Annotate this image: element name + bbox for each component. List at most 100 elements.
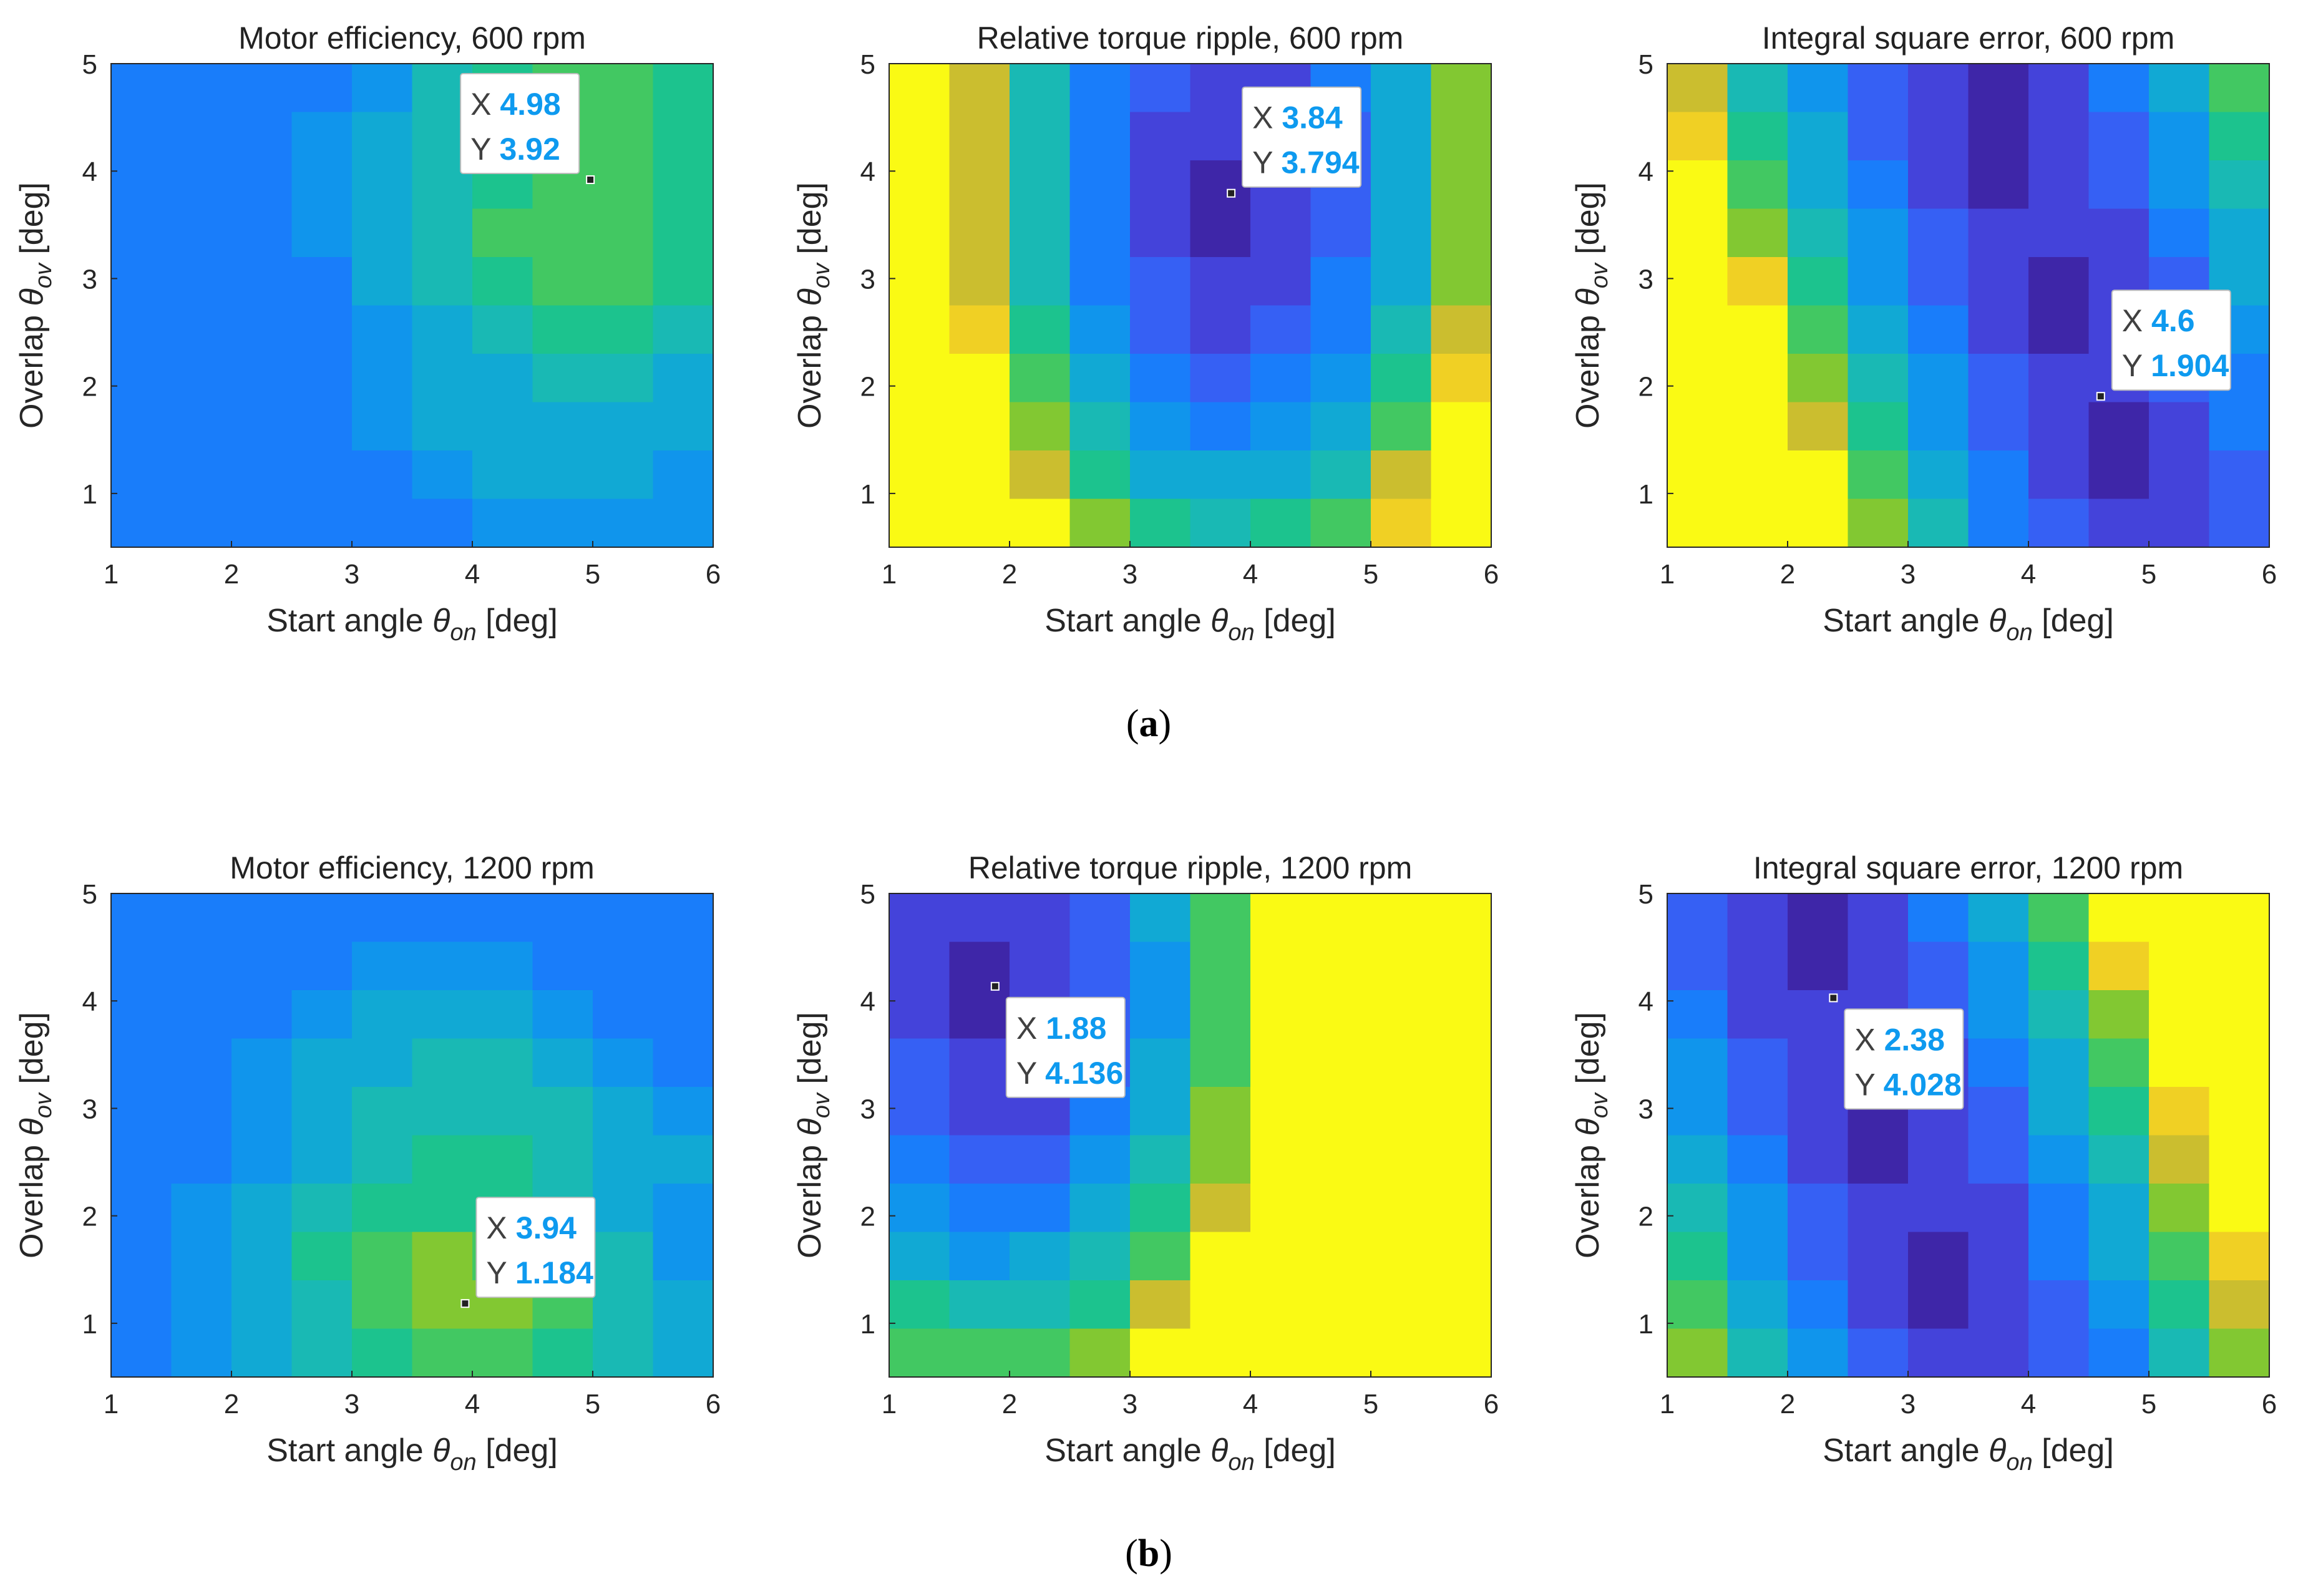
- datatip-y-row: Y 3.92: [470, 132, 560, 167]
- contour-cell: [1848, 1280, 1909, 1330]
- contour-cell: [1431, 402, 1491, 451]
- contour-cell: [593, 1280, 654, 1330]
- contour-cell: [1968, 942, 2029, 991]
- contour-cell: [532, 305, 593, 354]
- contour-cell: [1250, 1135, 1312, 1184]
- contour-cell: [889, 1232, 950, 1281]
- x-axis-label: Start angle θon [deg]: [266, 603, 558, 646]
- contour-cell: [2209, 1280, 2269, 1330]
- contour-cell: [1968, 64, 2029, 113]
- axes-box: [110, 893, 714, 1378]
- datatip-marker[interactable]: [460, 1299, 470, 1308]
- contour-cell: [653, 305, 713, 354]
- datatip[interactable]: X 4.98 Y 3.92: [460, 73, 580, 174]
- contour-cell: [949, 208, 1010, 258]
- datatip-marker[interactable]: [990, 981, 1000, 991]
- datatip[interactable]: X 3.94 Y 1.184: [475, 1197, 596, 1298]
- y-tick-label: 3: [82, 264, 97, 294]
- contour-cell: [653, 893, 713, 943]
- contour-cell: [1667, 893, 1728, 943]
- contour-cell: [1968, 402, 2029, 451]
- contour-cell: [1371, 1328, 1432, 1377]
- datatip[interactable]: X 1.88 Y 4.136: [1005, 996, 1126, 1098]
- contour-cell: [653, 990, 713, 1039]
- contour-cell: [1431, 208, 1491, 258]
- datatip-marker[interactable]: [1829, 993, 1838, 1003]
- contour-cell: [111, 1328, 172, 1377]
- y-tick-label: 1: [1638, 479, 1653, 510]
- contour-cell: [1431, 112, 1491, 161]
- contour-cell: [593, 402, 654, 451]
- contour-cell: [1848, 450, 1909, 500]
- contour-cell: [1190, 354, 1251, 403]
- contour-cell: [1788, 305, 1849, 354]
- contour-cell: [1190, 499, 1251, 547]
- contour-cell: [1788, 1184, 1849, 1233]
- datatip-marker[interactable]: [586, 175, 595, 184]
- contour-cell: [2028, 257, 2090, 306]
- contour-cell: [1431, 64, 1491, 113]
- x-tick-label: 6: [2262, 1389, 2277, 1419]
- contour-cell: [889, 257, 950, 306]
- y-axis-label: Overlap θov [deg]: [14, 1012, 57, 1258]
- contour-cell: [593, 160, 654, 210]
- x-tick-label: 6: [706, 1389, 721, 1419]
- y-tick-label: 3: [1638, 1094, 1653, 1124]
- contour-cell: [171, 942, 232, 991]
- contour-cell: [1190, 1135, 1251, 1184]
- contour-cell: [1848, 1184, 1909, 1233]
- y-tick-label: 3: [860, 264, 875, 294]
- contour-cell: [2149, 1328, 2210, 1377]
- contour-cell: [291, 893, 353, 943]
- contour-cell: [291, 257, 353, 306]
- y-tick-label: 4: [82, 157, 97, 187]
- contour-cell: [1727, 257, 1788, 306]
- contour-cell: [653, 450, 713, 500]
- contour-cell: [1310, 1184, 1371, 1233]
- contour-cell: [532, 942, 593, 991]
- subplot-2: 1 2 3 4 5 6 1 2 3 4 5 Relative torque ripple, 600 r…: [792, 21, 1499, 646]
- contour-cell: [1908, 942, 1969, 991]
- datatip-marker[interactable]: [2096, 392, 2105, 401]
- contour-cell: [653, 1280, 713, 1330]
- datatip[interactable]: X 4.6 Y 1.904: [2111, 290, 2231, 391]
- contour-cell: [1788, 499, 1849, 547]
- contour-cell: [1190, 160, 1251, 210]
- contour-cell: [171, 112, 232, 161]
- datatip[interactable]: X 2.38 Y 4.028: [1844, 1008, 1964, 1110]
- contour-cell: [2209, 112, 2269, 161]
- contour-cell: [2028, 1038, 2090, 1088]
- contour-cell: [1727, 208, 1788, 258]
- contour-cell: [532, 257, 593, 306]
- contour-cell: [949, 257, 1010, 306]
- contour-cell: [1250, 402, 1312, 451]
- contour-cell: [171, 1184, 232, 1233]
- contour-cell: [1848, 1135, 1909, 1184]
- contour-cell: [1968, 257, 2029, 306]
- datatip-box: [1242, 86, 1362, 188]
- contour-cell: [352, 402, 413, 451]
- contour-cell: [291, 1280, 353, 1330]
- contour-cell: [1431, 1184, 1491, 1233]
- datatip-marker[interactable]: [1227, 188, 1236, 198]
- axes-box: [110, 63, 714, 548]
- contour-cell: [949, 499, 1010, 547]
- contour-cell: [1250, 354, 1312, 403]
- contour-cell: [1908, 257, 1969, 306]
- contour-cell: [1130, 354, 1191, 403]
- contour-cell: [472, 354, 533, 403]
- contour-cell: [593, 354, 654, 403]
- contour-cell: [1250, 1184, 1312, 1233]
- contour-cell: [412, 942, 473, 991]
- contour-cell: [1788, 1328, 1849, 1377]
- contour-cell: [231, 1232, 293, 1281]
- x-tick-label: 3: [344, 1389, 359, 1419]
- contour-cell: [2088, 942, 2150, 991]
- contour-cell: [291, 942, 353, 991]
- contour-cell: [1130, 1328, 1191, 1377]
- contour-cell: [1010, 450, 1071, 500]
- datatip[interactable]: X 3.84 Y 3.794: [1242, 86, 1362, 188]
- contour-cell: [1727, 402, 1788, 451]
- contour-cell: [291, 208, 353, 258]
- contour-cell: [1190, 257, 1251, 306]
